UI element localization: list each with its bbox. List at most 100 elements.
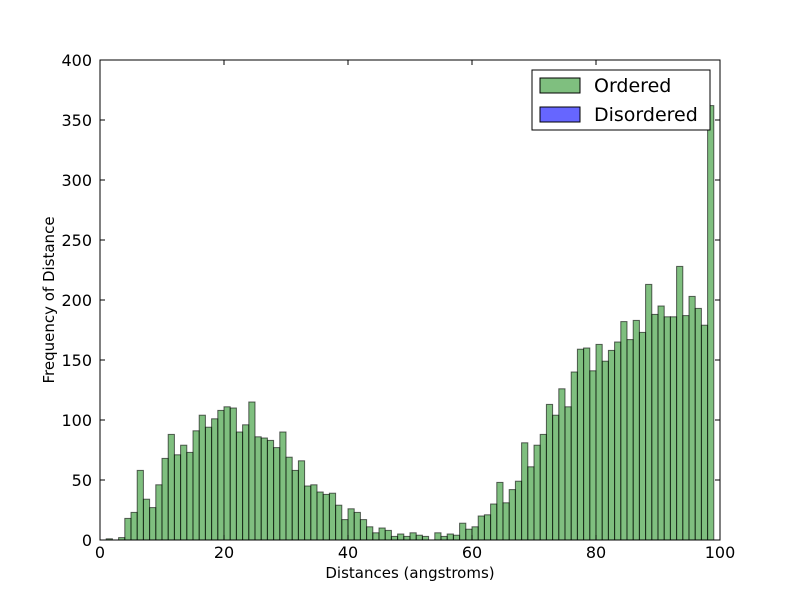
histogram-bar bbox=[707, 105, 715, 541]
histogram-bar bbox=[173, 454, 182, 541]
histogram-bar bbox=[589, 370, 597, 541]
histogram-bar bbox=[564, 406, 572, 541]
x-tick-label: 0 bbox=[95, 543, 105, 562]
histogram-bar bbox=[502, 502, 510, 541]
histogram-bar bbox=[533, 444, 541, 541]
x-tick-label: 100 bbox=[705, 543, 736, 562]
y-tick-label: 250 bbox=[61, 231, 92, 250]
histogram-bar bbox=[676, 265, 684, 541]
histogram-bar bbox=[490, 503, 498, 541]
histogram-bar bbox=[322, 493, 330, 541]
y-tick-label: 200 bbox=[61, 291, 92, 310]
histogram-bar bbox=[279, 431, 287, 541]
histogram-bar bbox=[614, 341, 622, 541]
histogram-bar bbox=[254, 436, 262, 541]
legend-swatch-disordered bbox=[539, 106, 581, 123]
histogram-bar bbox=[149, 507, 157, 541]
histogram-bar bbox=[496, 481, 504, 541]
histogram-bar bbox=[341, 519, 349, 541]
histogram-bar bbox=[248, 401, 256, 541]
legend-label-ordered: Ordered bbox=[594, 75, 671, 97]
histogram-bar bbox=[415, 534, 423, 541]
histogram-bar bbox=[552, 414, 560, 541]
histogram-bar bbox=[353, 511, 361, 541]
histogram-bar bbox=[155, 484, 163, 541]
histogram-bar bbox=[688, 295, 696, 541]
histogram-bar bbox=[459, 522, 467, 541]
histogram-bar bbox=[595, 343, 603, 541]
histogram-bar bbox=[142, 498, 151, 541]
histogram-bar bbox=[366, 526, 374, 541]
histogram-bar bbox=[273, 447, 281, 541]
histogram-bar bbox=[477, 515, 485, 541]
histogram-bar bbox=[372, 532, 380, 541]
histogram-bar bbox=[180, 444, 188, 541]
histogram-bar bbox=[235, 431, 244, 541]
histogram-bar bbox=[607, 349, 616, 541]
histogram-bar bbox=[657, 305, 665, 541]
histogram-bar bbox=[167, 433, 175, 541]
histogram-bar bbox=[434, 532, 442, 541]
histogram-bar bbox=[266, 439, 275, 541]
histogram-bar bbox=[539, 433, 547, 541]
y-axis-label: Frequency of Distance bbox=[40, 216, 58, 383]
histogram-bar bbox=[521, 442, 529, 541]
histogram-bar bbox=[632, 319, 640, 541]
histogram-bar bbox=[136, 469, 144, 541]
legend: Ordered Disordered bbox=[531, 69, 711, 131]
histogram-bar bbox=[397, 533, 405, 541]
histogram-bar bbox=[403, 535, 411, 541]
histogram-bar bbox=[242, 424, 250, 541]
y-tick-label: 300 bbox=[61, 171, 92, 190]
histogram-bar bbox=[310, 484, 318, 541]
y-tick-label: 400 bbox=[61, 51, 92, 70]
histogram-bar bbox=[465, 528, 473, 541]
histogram-bar bbox=[130, 511, 138, 541]
histogram-bar bbox=[663, 316, 671, 541]
x-tick-label: 60 bbox=[462, 543, 482, 562]
histogram-bar bbox=[384, 529, 392, 541]
histogram-bar bbox=[651, 313, 659, 541]
histogram-bar bbox=[645, 283, 653, 541]
x-tick-label: 80 bbox=[586, 543, 606, 562]
histogram-bar bbox=[390, 535, 399, 541]
histogram-bar bbox=[124, 517, 132, 541]
y-tick-label: 100 bbox=[61, 411, 92, 430]
histogram-bar bbox=[409, 532, 417, 541]
y-tick-label: 350 bbox=[61, 111, 92, 130]
histogram-bar bbox=[694, 307, 702, 541]
x-tick-label: 20 bbox=[214, 543, 234, 562]
histogram-bar bbox=[620, 321, 628, 541]
histogram-bar bbox=[471, 526, 479, 541]
histogram-bar bbox=[514, 480, 523, 541]
x-tick-label: 40 bbox=[338, 543, 358, 562]
legend-label-disordered: Disordered bbox=[594, 104, 698, 126]
histogram-bar bbox=[328, 492, 337, 541]
histogram-bar bbox=[291, 469, 299, 541]
histogram-bar bbox=[527, 466, 535, 541]
histogram-bar bbox=[304, 485, 312, 541]
histogram-bar bbox=[347, 508, 355, 541]
histogram-bar bbox=[260, 437, 268, 541]
histogram-bar bbox=[601, 360, 609, 541]
histogram-bar bbox=[297, 460, 306, 541]
histogram-bar bbox=[440, 535, 448, 541]
histogram-bar bbox=[669, 316, 678, 541]
histogram-bar bbox=[316, 491, 324, 541]
histogram-bar bbox=[545, 403, 554, 541]
histogram-bar bbox=[378, 527, 386, 541]
histogram-bar bbox=[483, 514, 492, 541]
y-tick-label: 50 bbox=[72, 471, 92, 490]
histogram-bar bbox=[211, 418, 219, 541]
histogram-bar bbox=[223, 406, 231, 541]
histogram-bar bbox=[700, 324, 709, 541]
histogram-bar bbox=[446, 533, 454, 541]
histogram-bar bbox=[583, 347, 591, 541]
y-tick-label: 150 bbox=[61, 351, 92, 370]
histogram-bar bbox=[192, 430, 200, 541]
histogram-bar bbox=[204, 426, 213, 541]
histogram-bar bbox=[359, 519, 368, 541]
histogram-bar bbox=[229, 407, 237, 541]
histogram-bar bbox=[682, 315, 690, 541]
